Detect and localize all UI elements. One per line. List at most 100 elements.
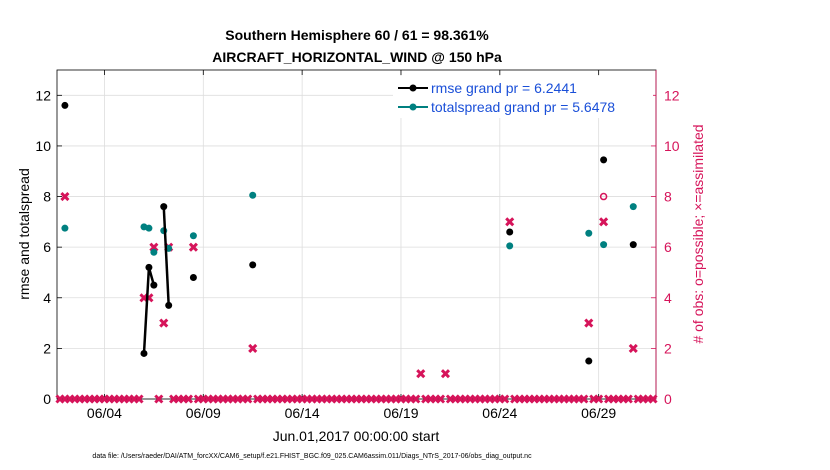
y-tick-label-left: 12	[35, 87, 51, 103]
obs-count-zero-marker	[154, 394, 164, 404]
obs-count-zero-marker	[134, 394, 144, 404]
obs-count-zero-marker	[411, 394, 421, 404]
obs-count-zero-marker-stroke-b	[648, 394, 658, 404]
totalspread-point	[150, 248, 158, 256]
rmse-point	[140, 349, 148, 357]
obs-count-zero-marker	[243, 394, 253, 404]
y-tick-label-right: 10	[664, 138, 680, 154]
totalspread-point	[145, 224, 153, 232]
obs-count-zero-marker-stroke-b	[594, 394, 604, 404]
obs-possible-marker	[599, 192, 608, 201]
obs-count-zero-marker-stroke-b	[500, 394, 510, 404]
obs-assimilated-marker-stroke-b	[248, 343, 258, 353]
x-tick-label: 06/24	[482, 405, 517, 421]
obs-assimilated-marker	[188, 242, 198, 252]
totalspread-point	[600, 241, 608, 249]
rmse-point	[506, 228, 514, 236]
rmse-point	[585, 357, 593, 365]
obs-assimilated-marker-stroke-b	[599, 217, 609, 227]
rmse-point	[145, 263, 153, 271]
legend-rmse-marker	[409, 84, 417, 92]
rmse-point	[150, 281, 158, 289]
obs-count-zero-marker	[648, 394, 658, 404]
y-axis-label-left: rmse and totalspread	[16, 168, 32, 300]
obs-count-zero-marker	[183, 394, 194, 404]
totalspread-point	[629, 203, 637, 211]
legend-background	[393, 76, 653, 118]
rmse-point	[629, 241, 637, 249]
obs-assimilated-marker-stroke-b	[416, 369, 426, 379]
obs-count-zero-marker-stroke-b	[243, 394, 253, 404]
obs-assimilated-marker-stroke-b	[584, 318, 594, 328]
obs-assimilated-marker-stroke-b	[440, 369, 451, 379]
obs-assimilated-marker	[416, 369, 426, 379]
obs-count-zero-marker-stroke-b	[411, 394, 421, 404]
y-tick-label-left: 10	[35, 138, 51, 154]
footnote-data-file: data file: /Users/raeder/DAI/ATM_forcXX/…	[92, 453, 532, 460]
obs-count-zero-marker	[579, 394, 589, 404]
obs-assimilated-marker	[628, 343, 638, 353]
legend: rmse grand pr = 6.2441 totalspread grand…	[393, 76, 653, 118]
rmse-point	[160, 203, 168, 211]
x-tick-label: 06/19	[383, 405, 418, 421]
y-tick-label-right: 0	[664, 391, 672, 407]
y-tick-label-right: 6	[664, 239, 672, 255]
obs-assimilated-marker	[159, 318, 169, 328]
totalspread-point	[585, 229, 593, 237]
totalspread-point	[189, 232, 197, 240]
obs-assimilated-marker-stroke-b	[628, 343, 638, 353]
obs-assimilated-marker-stroke-b	[60, 191, 70, 202]
x-tick-label: 06/14	[285, 405, 320, 421]
obs-count-zero-marker-stroke-b	[154, 394, 164, 404]
legend-rmse-label: rmse grand pr = 6.2441	[431, 80, 577, 96]
y-tick-label-right: 8	[664, 189, 672, 205]
obs-count-zero-marker-stroke-b	[183, 394, 194, 404]
rmse-point	[61, 101, 69, 109]
chart-title-line1: Southern Hemisphere 60 / 61 = 98.361%	[225, 27, 489, 43]
obs-assimilated-marker	[149, 242, 159, 252]
y-tick-label-left: 0	[43, 391, 51, 407]
obs-count-zero-marker-stroke-b	[134, 394, 144, 404]
legend-totalspread-marker	[409, 103, 417, 111]
obs-assimilated-marker-stroke-b	[505, 217, 515, 227]
axis-ticks: 06/04 06/09 06/14 06/19 06/24 06/29 0 2 4 6 8 10 12 0…	[35, 70, 680, 421]
obs-assimilated-marker	[584, 318, 594, 328]
x-tick-label: 06/29	[581, 405, 616, 421]
obs-count-zero-marker	[623, 394, 633, 404]
obs-assimilated-marker	[440, 369, 451, 379]
obs-count-zero-marker-stroke-b	[623, 394, 633, 404]
rmse-line-segment	[162, 206, 170, 306]
obs-assimilated-marker	[248, 343, 258, 353]
obs-count-zero-marker-stroke-b	[435, 394, 446, 404]
y-tick-label-left: 8	[43, 189, 51, 205]
rmse-point	[165, 301, 173, 309]
obs-assimilated-marker-stroke-b	[159, 318, 169, 328]
x-axis-label: Jun.01,2017 00:00:00 start	[273, 428, 440, 444]
x-tick-label: 06/04	[87, 405, 122, 421]
y-axis-label-right: # of obs: o=possible; ×=assimilated	[690, 124, 706, 343]
totalspread-point	[249, 191, 257, 199]
y-tick-label-right: 12	[664, 87, 680, 103]
rmse-point	[189, 274, 197, 282]
rmse-point	[249, 261, 257, 269]
obs-count-zero-marker	[435, 394, 446, 404]
y-tick-label-left: 6	[43, 239, 51, 255]
totalspread-point	[506, 242, 514, 250]
obs-assimilated-marker	[505, 217, 515, 227]
obs-count-zero-marker-stroke-b	[579, 394, 589, 404]
obs-assimilated-marker-stroke-b	[149, 242, 159, 252]
x-tick-label: 06/09	[186, 405, 221, 421]
obs-assimilated-marker	[599, 217, 609, 227]
totalspread-point	[61, 224, 69, 232]
y-tick-label-right: 4	[664, 290, 672, 306]
y-tick-label-left: 2	[43, 340, 51, 356]
obs-count-zero-marker	[500, 394, 510, 404]
y-tick-label-right: 2	[664, 340, 672, 356]
legend-totalspread-label: totalspread grand pr = 5.6478	[431, 99, 615, 115]
data-series	[55, 101, 658, 404]
obs-count-zero-marker	[594, 394, 604, 404]
obs-assimilated-marker	[60, 191, 70, 202]
rmse-point	[600, 156, 608, 164]
chart-title-line2: AIRCRAFT_HORIZONTAL_WIND @ 150 hPa	[212, 49, 502, 65]
